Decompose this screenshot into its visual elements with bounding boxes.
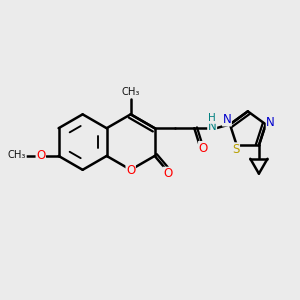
Text: N: N <box>266 116 275 129</box>
Text: CH₃: CH₃ <box>8 150 26 160</box>
Text: CH₃: CH₃ <box>122 86 140 97</box>
Text: O: O <box>36 149 45 162</box>
Text: N: N <box>208 120 217 133</box>
Text: H: H <box>208 113 216 123</box>
Text: S: S <box>232 143 239 156</box>
Text: O: O <box>126 164 135 177</box>
Text: O: O <box>163 167 172 180</box>
Text: N: N <box>223 113 231 126</box>
Text: O: O <box>199 142 208 154</box>
